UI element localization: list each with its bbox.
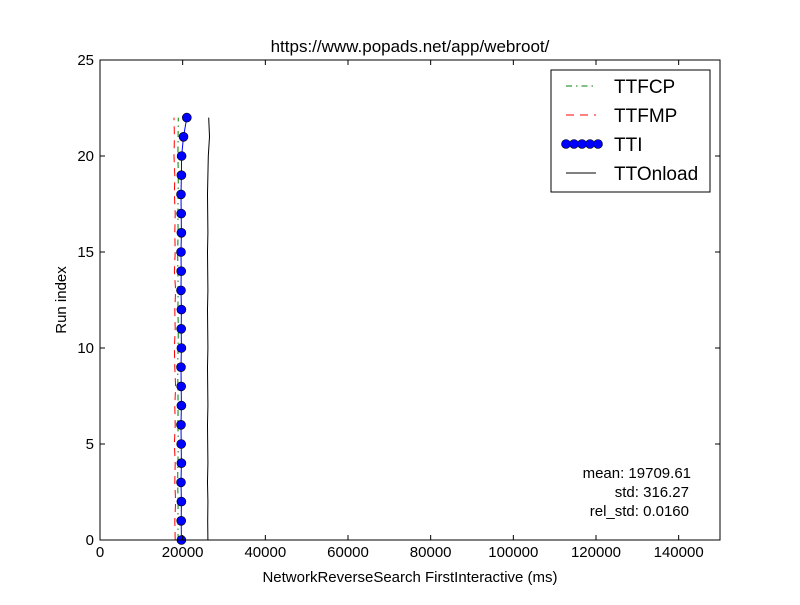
- x-tick-label: 120000: [571, 544, 621, 561]
- x-tick-label: 0: [96, 544, 104, 561]
- legend-marker: [585, 139, 595, 149]
- series-line-ttonload: [206, 117, 211, 541]
- tti-point: [176, 419, 186, 430]
- y-tick-label: 25: [77, 52, 94, 69]
- tti-point: [176, 285, 186, 296]
- legend-label-ttonload: TTOnload: [614, 164, 698, 185]
- tti-point: [176, 323, 186, 334]
- legend-marker: [569, 139, 579, 149]
- series-line-ttfmp: [173, 117, 177, 541]
- tti-point: [178, 132, 189, 142]
- plot-frame: [99, 59, 721, 541]
- series-line-ttfcp: [177, 117, 179, 541]
- stat-std: std: 316.27: [615, 484, 689, 501]
- y-tick-label: 0: [86, 532, 94, 549]
- tti-point: [176, 362, 186, 373]
- legend-label-ttfcp: TTFCP: [614, 77, 675, 98]
- y-axis-label: Run index: [53, 266, 70, 334]
- x-tick-label: 60000: [327, 544, 369, 561]
- x-tick-label: 100000: [488, 544, 538, 561]
- tti-point: [176, 343, 187, 353]
- x-tick-label: 20000: [162, 544, 204, 561]
- tti-point: [176, 381, 186, 392]
- tti-point: [176, 304, 187, 315]
- y-tick-label: 10: [77, 340, 94, 357]
- tti-point: [176, 228, 187, 238]
- stats-annotation: mean: 19709.61 std: 316.27 rel_std: 0.01…: [583, 465, 691, 520]
- series-layer: [173, 112, 211, 545]
- y-tick-label: 5: [86, 436, 94, 453]
- legend-box: [550, 69, 711, 193]
- legend-label-tti: TTI: [614, 135, 643, 156]
- stat-rel-std: rel_std: 0.0160: [590, 503, 689, 520]
- legend: TTFCP TTFMP TTI TTOnload: [550, 69, 711, 193]
- x-tick-label: 40000: [244, 544, 286, 561]
- y-tick-label: 15: [77, 244, 94, 261]
- tti-point: [176, 458, 187, 469]
- stat-mean: mean: 19709.61: [583, 465, 691, 482]
- tti-point: [176, 151, 187, 161]
- tti-point: [176, 400, 187, 411]
- tti-point: [182, 112, 192, 123]
- legend-marker: [577, 139, 587, 149]
- tti-point: [176, 477, 186, 488]
- x-tick-label: 80000: [410, 544, 452, 561]
- legend-label-ttfmp: TTFMP: [614, 106, 677, 127]
- tti-point: [176, 496, 187, 507]
- tti-point: [176, 208, 186, 219]
- tti-point: [176, 189, 186, 200]
- chart-title: https://www.popads.net/app/webroot/: [271, 37, 550, 56]
- x-tick-label: 140000: [654, 544, 704, 561]
- y-tick-label: 20: [77, 148, 94, 165]
- x-axis-label: NetworkReverseSearch FirstInteractive (m…: [262, 569, 557, 586]
- tti-point: [176, 439, 186, 449]
- legend-marker: [561, 139, 571, 149]
- tti-point: [176, 247, 186, 257]
- tti-point: [176, 266, 186, 277]
- tti-point: [176, 515, 186, 526]
- legend-marker: [593, 139, 603, 149]
- tti-point: [176, 170, 187, 180]
- tick-layer: 0 20000 40000 60000 80000 100000 120000 140000 0…: [77, 52, 720, 561]
